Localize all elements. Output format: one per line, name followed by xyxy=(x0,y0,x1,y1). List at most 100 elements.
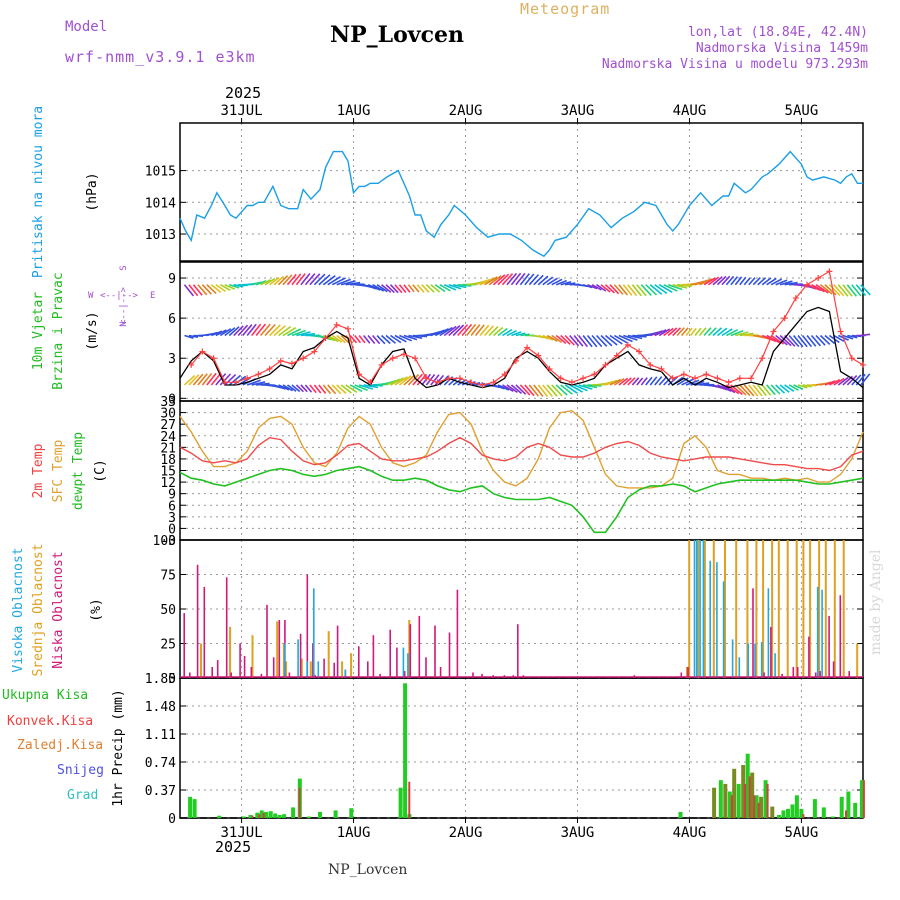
wind-barb xyxy=(493,384,505,390)
low-cloud-bar xyxy=(770,626,772,678)
high-cloud-bar xyxy=(297,639,299,678)
wind-barb xyxy=(560,334,571,345)
gust-marker xyxy=(748,375,755,382)
wind-barb xyxy=(860,373,871,386)
wind-barb xyxy=(233,325,244,337)
wind-barb xyxy=(398,375,412,386)
wind-barb xyxy=(282,274,293,286)
wind-barb xyxy=(260,323,271,337)
low-cloud-bar xyxy=(839,595,842,678)
wind-barb xyxy=(515,332,526,337)
wind-barb xyxy=(555,334,567,345)
mid-cloud-bar xyxy=(688,540,691,678)
wind-barb xyxy=(636,377,644,386)
y-tick-label: 25 xyxy=(160,638,176,653)
wind-barb xyxy=(363,384,379,389)
precip-total-bar xyxy=(741,765,746,818)
high-cloud-bar xyxy=(699,540,701,678)
wind-barb xyxy=(277,275,289,286)
wind-barb xyxy=(273,275,284,286)
wind-barb xyxy=(394,334,407,343)
y-tick-label: 6 xyxy=(168,499,176,514)
precip-total-bar xyxy=(277,815,282,818)
mid-cloud-bar xyxy=(200,643,202,678)
low-cloud-bar xyxy=(306,574,309,678)
wind-barb xyxy=(766,384,776,396)
y-tick-label: 9 xyxy=(168,488,176,503)
gust-marker xyxy=(389,355,396,362)
wind-barb xyxy=(354,335,362,344)
y-tick-label: 0.37 xyxy=(145,784,176,799)
y-tick-label: 1013 xyxy=(145,228,176,243)
wind-barb xyxy=(385,334,397,344)
wind-barb xyxy=(577,335,589,348)
wind-barb xyxy=(591,284,602,291)
high-cloud-bar xyxy=(747,643,749,678)
precip-total-bar xyxy=(759,796,764,818)
wind-barb xyxy=(851,284,862,297)
low-cloud-bar xyxy=(781,673,783,678)
gust-marker xyxy=(468,379,475,386)
wind-barb xyxy=(510,272,522,286)
low-cloud-bar xyxy=(418,615,421,678)
wind-barb xyxy=(698,327,707,337)
gust-marker xyxy=(647,361,654,368)
wind-barb xyxy=(734,276,743,286)
wind-barb xyxy=(757,277,767,286)
high-cloud-bar xyxy=(709,560,711,678)
wind-barb xyxy=(224,374,237,386)
wind-barb xyxy=(604,334,618,346)
wind-barb xyxy=(188,374,200,386)
wind-barb xyxy=(784,384,795,392)
wind-barb xyxy=(448,283,462,290)
wind-barb xyxy=(587,283,598,290)
high-cloud-bar xyxy=(283,643,286,678)
mid-cloud-bar xyxy=(795,540,798,678)
precip-convective-bar xyxy=(730,795,733,818)
wind-barb xyxy=(300,332,316,337)
wind-barb xyxy=(596,284,607,292)
high-cloud-bar xyxy=(306,661,308,678)
wind-barb xyxy=(721,384,736,394)
wind-barb xyxy=(515,384,527,395)
wind-barb xyxy=(300,273,311,286)
wind-barb xyxy=(524,273,535,286)
y-tick-label: 1014 xyxy=(145,196,176,211)
day-label-bottom: 31JUL xyxy=(221,825,263,841)
wind-barb xyxy=(354,384,368,392)
y-tick-label: 0 xyxy=(168,522,176,537)
gust-marker xyxy=(311,348,318,355)
precip-total-bar xyxy=(403,683,408,818)
y-tick-label: 24 xyxy=(160,430,176,445)
mid-cloud-bar xyxy=(341,661,344,678)
precip-total-bar xyxy=(853,802,858,818)
wind-barb xyxy=(381,284,392,293)
gust-marker xyxy=(501,371,508,378)
wind-barb xyxy=(761,334,777,343)
wind-barb xyxy=(792,335,804,348)
wind-barb xyxy=(734,384,747,396)
wind-barb xyxy=(385,378,401,386)
precip-ylabel-1: Ukupna Kisa xyxy=(2,688,88,703)
pressure-ylabel: Pritisak na nivou mora xyxy=(31,106,46,278)
mid-cloud-bar xyxy=(408,620,411,678)
gust-marker xyxy=(692,375,699,382)
wind-barb xyxy=(340,384,352,394)
precip-total-bar xyxy=(273,813,278,818)
compass-n: N xyxy=(119,321,129,326)
mid-cloud-bar xyxy=(809,540,812,678)
wind-barb xyxy=(452,324,465,337)
wind-barb xyxy=(313,384,322,394)
wind-barb xyxy=(443,325,457,337)
low-cloud-bar xyxy=(425,657,427,678)
gust-marker xyxy=(356,371,363,378)
precip-convective-bar xyxy=(748,776,751,818)
mid-cloud-bar xyxy=(327,631,330,678)
model-name: wrf-nmm_v3.9.1 e3km xyxy=(65,48,256,66)
mid-cloud-bar xyxy=(350,653,353,678)
wind-barb xyxy=(282,384,294,392)
wind-barb xyxy=(434,374,445,386)
wind-barb xyxy=(358,335,366,344)
wind-barb xyxy=(645,284,658,296)
